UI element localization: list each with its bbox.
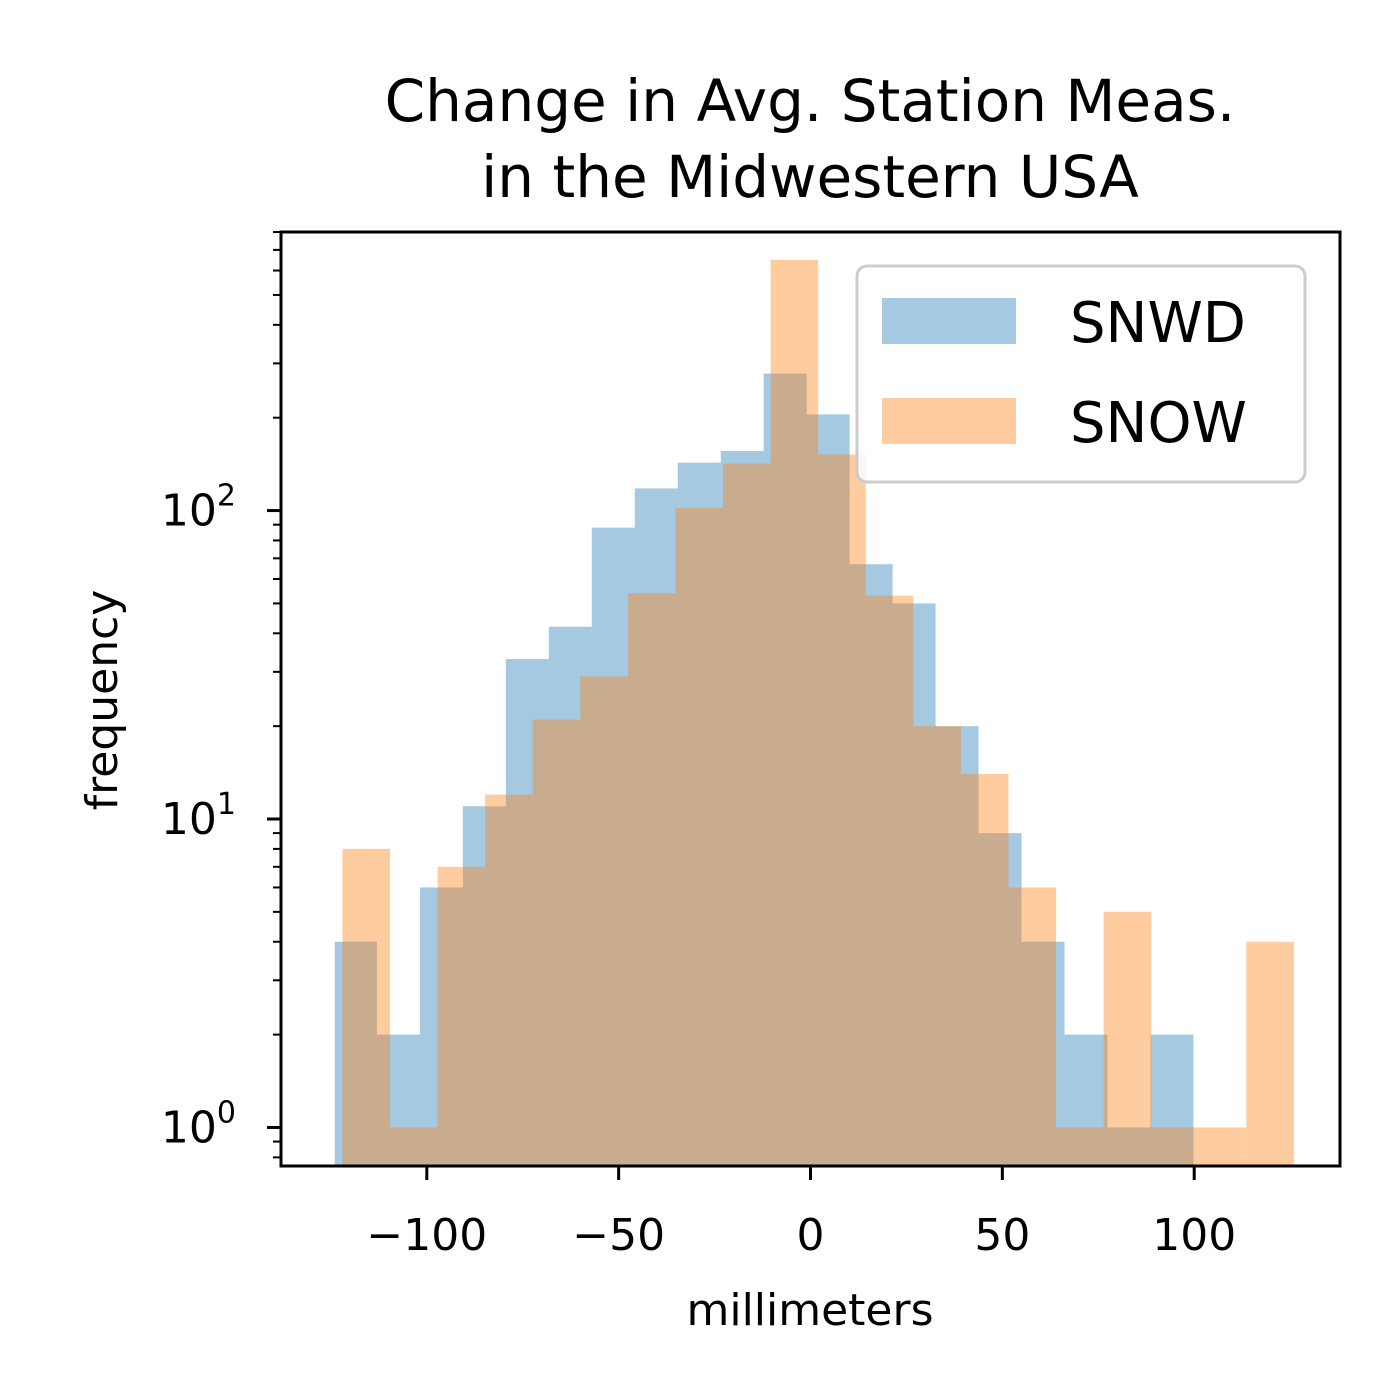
bar-snow xyxy=(770,259,819,1166)
legend-swatch-snow xyxy=(882,398,1016,444)
x-axis-label: millimeters xyxy=(686,1285,933,1336)
legend-box xyxy=(855,264,1307,484)
bar-snwd xyxy=(376,1034,420,1166)
x-tick-label: 50 xyxy=(974,1210,1030,1261)
legend-label-snwd: SNWD xyxy=(1070,291,1246,356)
bar-snwd xyxy=(548,626,592,1166)
bar-snwd xyxy=(462,806,506,1166)
y-axis-label: frequency xyxy=(77,590,128,811)
bar-snow xyxy=(1103,911,1152,1166)
bar-snow xyxy=(913,726,961,1166)
bar-snwd xyxy=(634,488,678,1166)
bar-snow xyxy=(818,454,866,1167)
bar-snow xyxy=(485,794,533,1166)
bar-snow xyxy=(865,595,914,1166)
series-snwd xyxy=(334,373,1194,1167)
chart-title-line-1: Change in Avg. Station Meas. xyxy=(385,67,1236,135)
y-tick-label: 100 xyxy=(161,1095,236,1153)
bar-snwd xyxy=(892,603,936,1166)
bar-snow xyxy=(1151,1127,1199,1166)
bar-snwd xyxy=(806,414,850,1166)
bar-snow xyxy=(960,773,1009,1166)
x-tick-label: 100 xyxy=(1152,1210,1236,1261)
bar-snwd xyxy=(677,462,721,1166)
bar-snow xyxy=(675,507,724,1166)
plot-frame xyxy=(279,230,1342,1168)
bar-snwd xyxy=(1150,1034,1194,1166)
bar-snwd xyxy=(849,564,893,1166)
bar-snow xyxy=(627,593,676,1166)
legend-swatch-snwd xyxy=(882,298,1016,344)
x-tick-label: 0 xyxy=(797,1210,825,1261)
bar-snow xyxy=(342,848,390,1166)
y-tick-label: 101 xyxy=(161,787,236,845)
bar-snow xyxy=(437,866,486,1166)
bar-snow xyxy=(1056,1127,1104,1166)
bar-snow xyxy=(580,676,628,1166)
bar-snwd xyxy=(1021,941,1065,1166)
bar-snwd xyxy=(935,726,979,1166)
x-tick-label: −100 xyxy=(366,1210,487,1261)
bar-snow xyxy=(389,1127,438,1166)
bar-snwd xyxy=(419,887,463,1166)
y-tick-label: 102 xyxy=(161,479,236,537)
chart-title-line-2: in the Midwestern USA xyxy=(481,143,1139,211)
series-snow xyxy=(342,259,1294,1167)
bar-snwd xyxy=(334,941,377,1166)
bars-layer xyxy=(334,259,1294,1167)
bar-snwd xyxy=(763,373,807,1167)
legend-label-snow: SNOW xyxy=(1070,391,1247,456)
bar-snow xyxy=(723,463,771,1167)
legend: SNWD SNOW xyxy=(855,264,1307,484)
bar-snow xyxy=(1198,1127,1247,1166)
bar-snwd xyxy=(1107,1127,1151,1166)
bar-snwd xyxy=(1064,1034,1108,1166)
bar-snwd xyxy=(978,833,1022,1166)
bar-snow xyxy=(1246,941,1294,1166)
bar-snow xyxy=(1008,887,1057,1166)
bar-snow xyxy=(532,719,581,1166)
bar-snwd xyxy=(505,659,549,1166)
bar-snwd xyxy=(591,527,635,1166)
bar-snwd xyxy=(720,450,764,1166)
x-tick-label: −50 xyxy=(572,1210,665,1261)
